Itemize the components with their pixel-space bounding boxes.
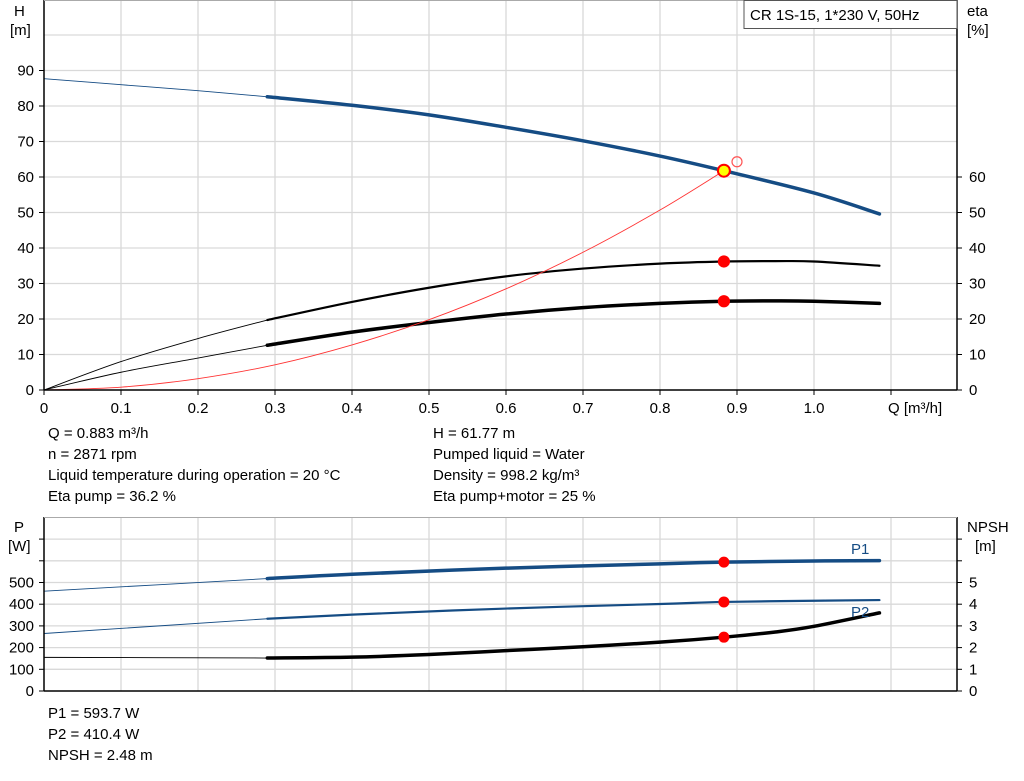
results-power: P1 = 593.7 W P2 = 410.4 W NPSH = 2.48 m — [48, 703, 153, 766]
npsh-tick-label: 0 — [969, 683, 977, 700]
marker-eta-total-point — [717, 295, 731, 308]
h-tick-label: 0 — [26, 382, 34, 399]
x-tick-label: 0.7 — [573, 400, 594, 417]
curve-P1-extrapolated — [43, 578, 268, 592]
result-eta-total: Eta pump+motor = 25 % — [433, 488, 596, 505]
p-tick-label: 500 — [9, 575, 34, 592]
eta-tick-label: 40 — [969, 240, 986, 257]
curve-NPSH — [265, 611, 882, 660]
npsh-axis-label: NPSH — [967, 519, 1009, 536]
result-npsh: NPSH = 2.48 m — [48, 747, 153, 764]
result-p2: P2 = 410.4 W — [48, 726, 140, 743]
eta-tick-label: 60 — [969, 169, 986, 186]
curve-P1 — [265, 558, 882, 581]
p1-series-label: P1 — [851, 541, 869, 558]
bottom-grid — [44, 517, 957, 691]
h-tick-label: 60 — [17, 169, 34, 186]
marker-P1-point — [718, 556, 730, 568]
curve-eta-pump — [266, 259, 881, 322]
marker-eta-pump-point — [717, 255, 731, 268]
axis-labels: H [m] eta [%] Q [m³/h] P [W] NPSH [m] P1… — [8, 3, 1009, 621]
eta-axis-unit: [%] — [967, 22, 989, 39]
results-right: H = 61.77 m Pumped liquid = Water Densit… — [433, 423, 596, 507]
eta-tick-label: 50 — [969, 205, 986, 222]
npsh-tick-label: 2 — [969, 640, 977, 657]
npsh-axis-unit: [m] — [975, 538, 996, 555]
h-tick-label: 70 — [17, 134, 34, 151]
result-head: H = 61.77 m — [433, 425, 516, 442]
bottom-curves — [43, 556, 882, 660]
x-tick-label: 0.1 — [111, 400, 132, 417]
curve-system-curve — [43, 170, 725, 391]
top-grid — [44, 0, 957, 390]
result-eta-pump: Eta pump = 36.2 % — [48, 488, 176, 505]
result-p1: P1 = 593.7 W — [48, 705, 140, 722]
x-tick-label: 1.0 — [804, 400, 825, 417]
result-flow: Q = 0.883 m³/h — [48, 425, 149, 442]
x-tick-label: 0 — [40, 400, 48, 417]
curve-eta-pump-motor-extrapolated — [43, 344, 268, 391]
p-tick-label: 0 — [26, 683, 34, 700]
x-tick-label: 0.4 — [342, 400, 363, 417]
h-tick-label: 90 — [17, 63, 34, 80]
npsh-tick-label: 1 — [969, 661, 977, 678]
p-tick-label: 300 — [9, 618, 34, 635]
marker-requested-point — [731, 156, 743, 168]
title-box: CR 1S-15, 1*230 V, 50Hz — [743, 0, 958, 29]
result-density: Density = 998.2 kg/m³ — [433, 467, 580, 484]
axes: 0 0.1 0.2 0.3 0.4 0.5 0.6 0.7 0.8 0.9 1.0010203040… — [9, 0, 986, 700]
marker-P2-point — [718, 596, 730, 608]
x-tick-label: 0.3 — [265, 400, 286, 417]
result-speed: n = 2871 rpm — [48, 446, 137, 463]
h-tick-label: 10 — [17, 347, 34, 364]
marker-duty-point — [716, 163, 731, 178]
eta-tick-label: 20 — [969, 311, 986, 328]
h-tick-label: 30 — [17, 276, 34, 293]
eta-tick-label: 0 — [969, 382, 977, 399]
title-box-frame — [743, 0, 958, 29]
eta-tick-label: 30 — [969, 276, 986, 293]
chart-title: CR 1S-15, 1*230 V, 50Hz — [750, 7, 920, 24]
result-liquid-temp: Liquid temperature during operation = 20… — [48, 467, 341, 484]
p-tick-label: 100 — [9, 661, 34, 678]
eta-axis-label: eta — [967, 3, 989, 20]
curve-head — [265, 95, 882, 216]
h-tick-label: 50 — [17, 205, 34, 222]
top-curves — [43, 78, 882, 391]
curve-eta-pump-motor — [265, 299, 882, 348]
npsh-tick-label: 4 — [969, 596, 977, 613]
curve-P2-extrapolated — [43, 618, 268, 634]
curve-P2 — [266, 598, 881, 620]
x-tick-label: 0.6 — [496, 400, 517, 417]
p-tick-label: 400 — [9, 596, 34, 613]
q-axis-label: Q [m³/h] — [888, 400, 942, 417]
marker-NPSH-point — [718, 631, 730, 643]
h-tick-label: 40 — [17, 240, 34, 257]
results-left: Q = 0.883 m³/h n = 2871 rpm Liquid tempe… — [48, 423, 340, 507]
h-tick-label: 20 — [17, 311, 34, 328]
npsh-tick-label: 5 — [969, 575, 977, 592]
x-tick-label: 0.2 — [188, 400, 209, 417]
h-axis-label: H — [14, 3, 25, 20]
h-tick-label: 80 — [17, 98, 34, 115]
h-axis-unit: [m] — [10, 22, 31, 39]
x-tick-label: 0.8 — [650, 400, 671, 417]
curve-head-extrapolated — [43, 78, 268, 98]
eta-tick-label: 10 — [969, 347, 986, 364]
p2-series-label: P2 — [851, 604, 869, 621]
curve-NPSH-extrapolated — [43, 656, 268, 659]
curve-eta-pump-extrapolated — [43, 319, 268, 391]
p-axis-unit: [W] — [8, 538, 31, 555]
p-tick-label: 200 — [9, 640, 34, 657]
result-pumped-liquid: Pumped liquid = Water — [433, 446, 585, 463]
x-tick-label: 0.9 — [727, 400, 748, 417]
x-tick-label: 0.5 — [419, 400, 440, 417]
npsh-tick-label: 3 — [969, 618, 977, 635]
p-axis-label: P — [14, 519, 24, 536]
